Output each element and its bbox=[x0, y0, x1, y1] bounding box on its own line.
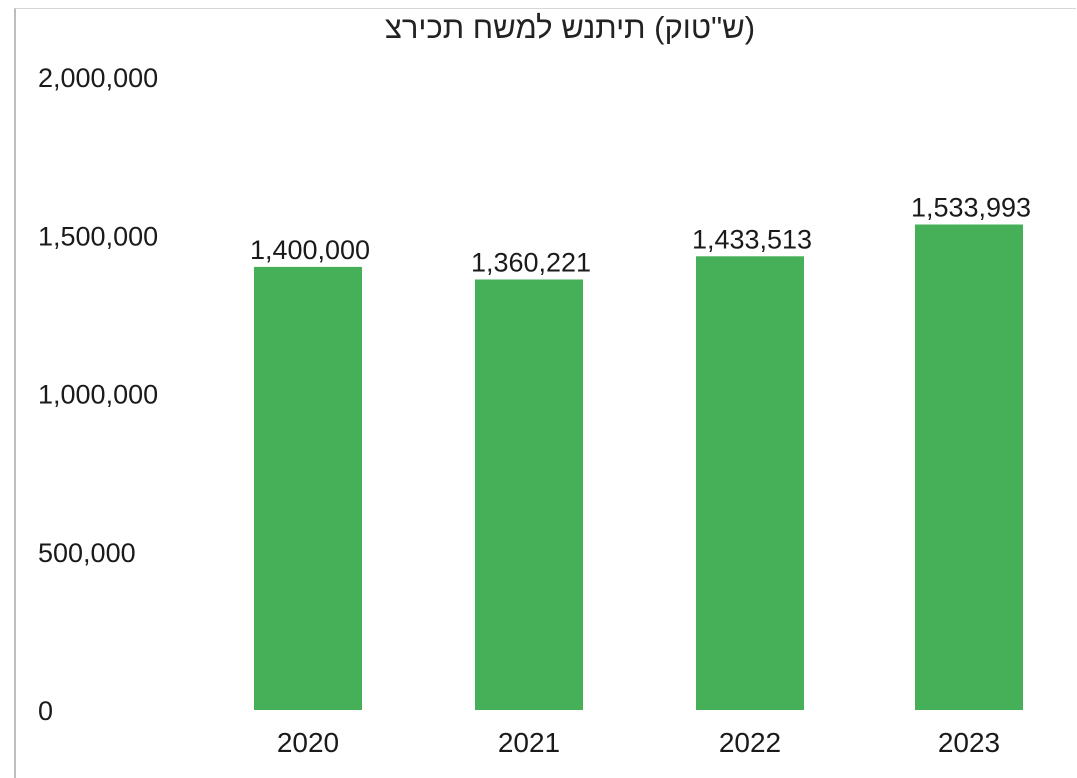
x-tick-label: 2020 bbox=[277, 727, 339, 758]
x-tick-label: 2023 bbox=[938, 727, 1000, 758]
data-label: 1,533,993 bbox=[911, 192, 1031, 222]
chart-frame bbox=[14, 8, 1076, 778]
y-tick-label: 0 bbox=[38, 696, 53, 726]
data-label: 1,433,513 bbox=[692, 224, 812, 254]
x-tick-label: 2022 bbox=[719, 727, 781, 758]
bar-2021 bbox=[475, 279, 583, 710]
x-tick-label: 2021 bbox=[498, 727, 560, 758]
y-tick-label: 1,000,000 bbox=[38, 380, 158, 410]
y-tick-label: 1,500,000 bbox=[38, 221, 158, 251]
chart-title: (ש"טוק) תיתנש למשח תכירצ bbox=[384, 10, 756, 45]
y-tick-label: 2,000,000 bbox=[38, 63, 158, 93]
data-label: 1,400,000 bbox=[250, 235, 370, 265]
bar-2022 bbox=[696, 256, 804, 710]
data-label: 1,360,221 bbox=[471, 247, 591, 277]
y-tick-label: 500,000 bbox=[38, 538, 136, 568]
bar-2020 bbox=[254, 266, 362, 710]
bar-2023 bbox=[915, 224, 1023, 710]
